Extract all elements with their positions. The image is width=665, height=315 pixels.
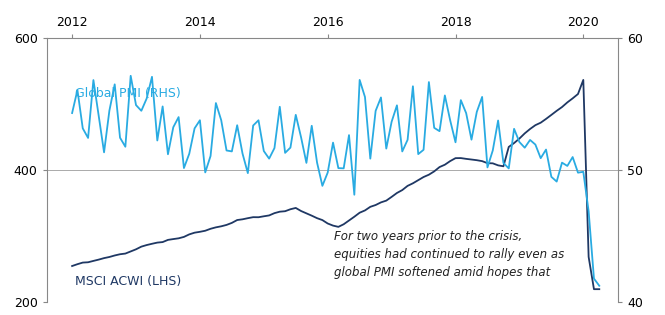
- Text: MSCI ACWI (LHS): MSCI ACWI (LHS): [75, 275, 182, 288]
- Text: Global PMI (RHS): Global PMI (RHS): [75, 87, 181, 100]
- Text: For two years prior to the crisis,
equities had continued to rally even as
globa: For two years prior to the crisis, equit…: [334, 230, 565, 279]
